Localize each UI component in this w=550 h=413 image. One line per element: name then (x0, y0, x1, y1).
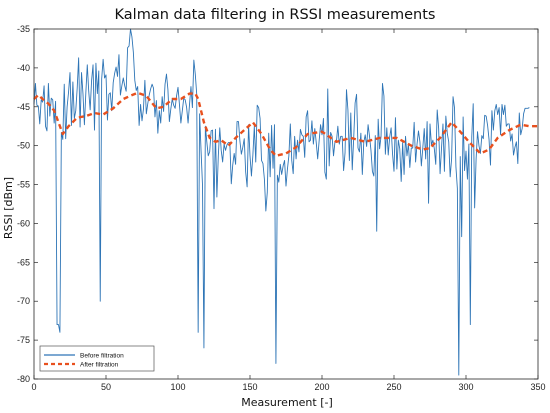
legend-label-after: After filtration (80, 362, 119, 369)
x-tick-label: 50 (101, 382, 111, 392)
y-tick-label: -50 (17, 141, 30, 151)
x-tick-label: 350 (530, 382, 545, 392)
y-tick-label: -75 (17, 335, 30, 345)
y-tick-label: -40 (17, 63, 30, 73)
x-tick-label: 300 (458, 382, 473, 392)
x-tick-label: 0 (31, 382, 36, 392)
x-tick-label: 100 (170, 382, 185, 392)
x-axis-label: Measurement [-] (241, 396, 333, 409)
x-tick-label: 200 (314, 382, 329, 392)
x-tick-label: 150 (242, 382, 257, 392)
y-axis-label: RSSI [dBm] (2, 177, 15, 239)
plot-area-frame (33, 28, 539, 380)
legend-label-before: Before filtration (80, 353, 124, 360)
series-after-filtration-line (33, 91, 538, 157)
chart-title: Kalman data filtering in RSSI measuremen… (115, 7, 436, 23)
legend: Before filtration After filtration (39, 345, 155, 372)
y-tick-label: -45 (17, 102, 30, 112)
y-tick-label: -80 (17, 374, 30, 384)
y-tick-label: -65 (17, 257, 30, 267)
legend-box (39, 345, 155, 372)
x-tick-label: 250 (386, 382, 401, 392)
y-tick-label: -35 (17, 24, 30, 34)
series-before-filtration-line (33, 28, 530, 376)
y-tick-label: -70 (17, 296, 30, 306)
y-tick-label: -60 (17, 218, 30, 228)
y-tick-label: -55 (17, 180, 30, 190)
